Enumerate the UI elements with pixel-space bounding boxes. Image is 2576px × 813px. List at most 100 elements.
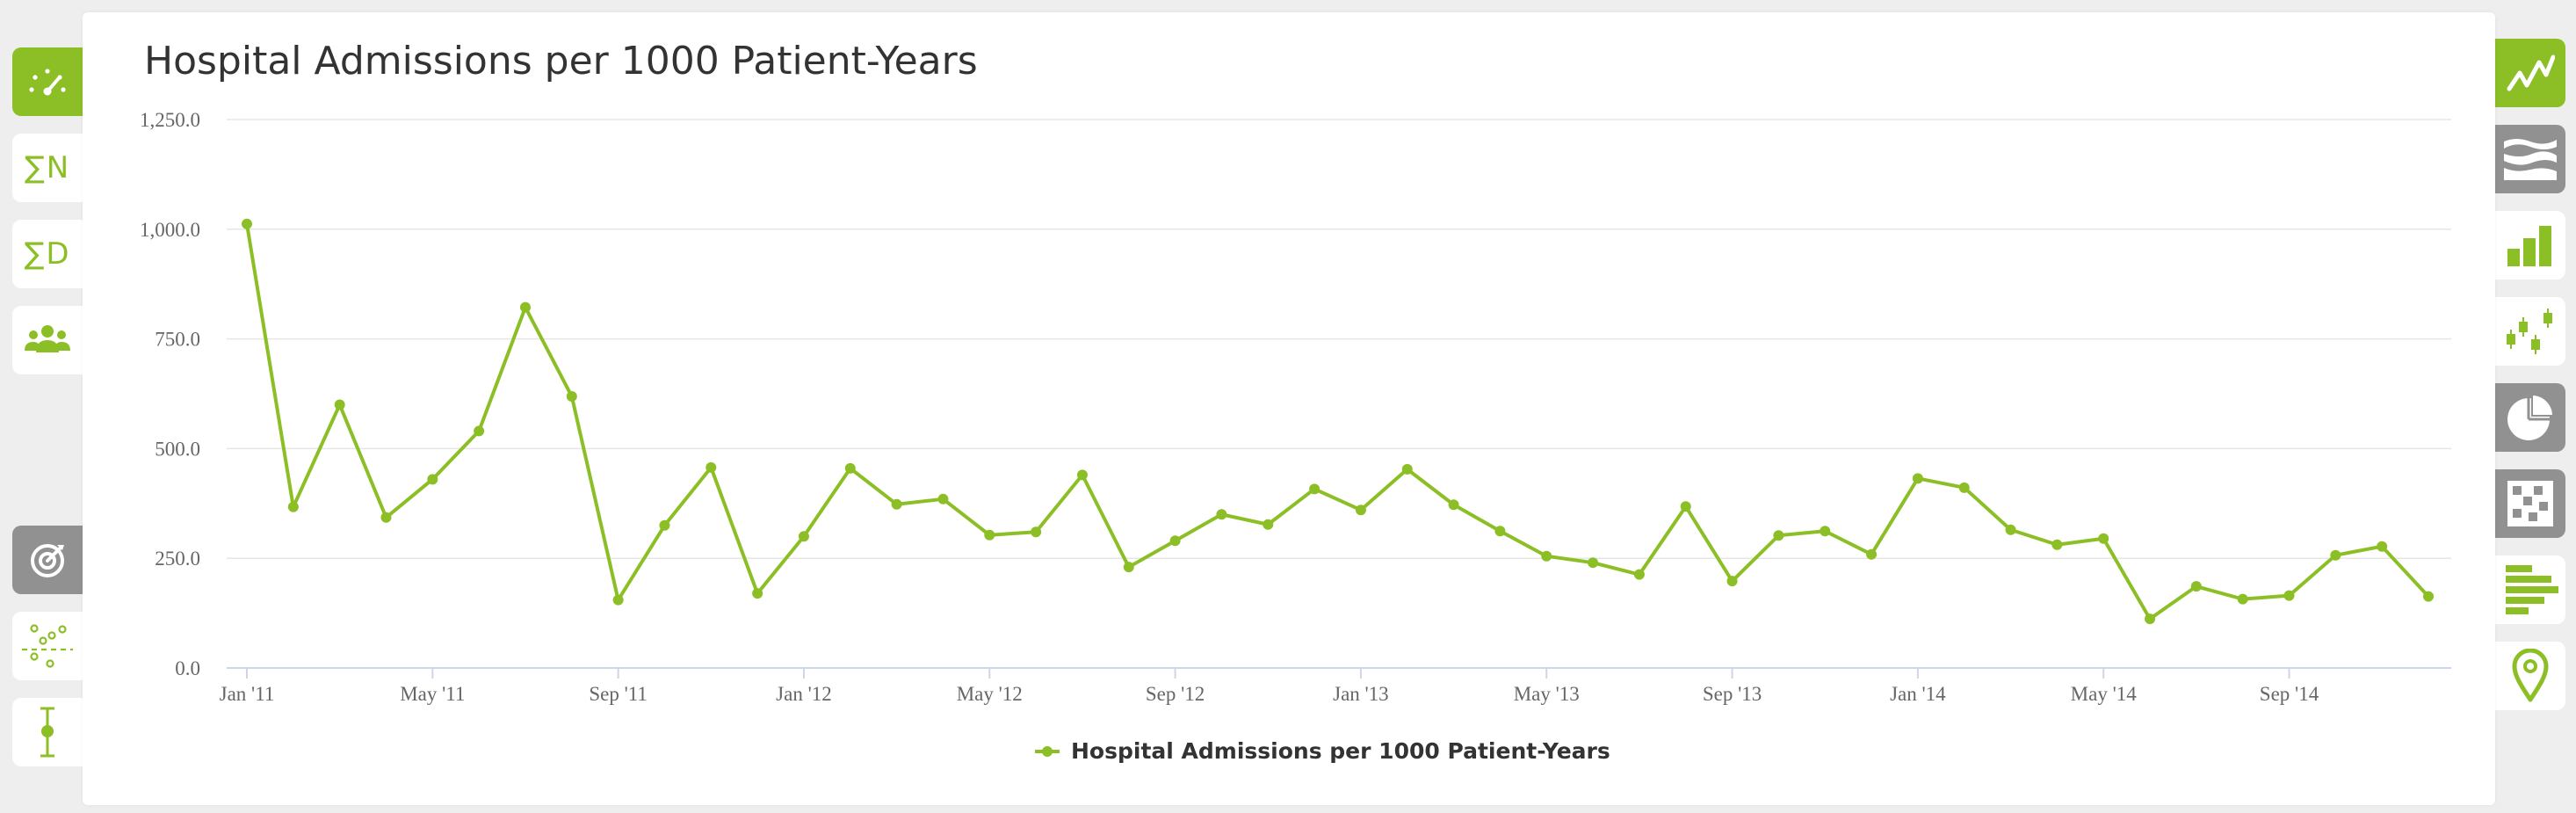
gauge-button[interactable]	[12, 47, 83, 116]
bar-chart-icon	[2507, 226, 2551, 266]
data-point	[2330, 549, 2341, 561]
data-point	[1958, 482, 1970, 493]
candlestick-icon	[2507, 309, 2552, 354]
data-point	[1773, 530, 1784, 541]
heatmap-icon	[2507, 481, 2553, 526]
legend-item[interactable]: Hospital Admissions per 1000 Patient-Yea…	[1035, 738, 1610, 764]
map-pin-icon	[2512, 649, 2549, 702]
sum-n-icon: ∑N	[24, 150, 71, 185]
data-point	[1588, 557, 1599, 569]
x-tick-label: Jan '14	[1890, 683, 1946, 705]
data-point	[798, 531, 809, 542]
x-tick-label: May '13	[1514, 683, 1580, 705]
data-point	[1680, 501, 1691, 512]
stream-icon	[2504, 139, 2557, 180]
stream-button[interactable]	[2495, 125, 2565, 193]
data-point	[2145, 613, 2156, 625]
data-point	[2190, 581, 2202, 592]
data-point	[659, 519, 670, 531]
scatter-dots-icon	[22, 624, 73, 668]
data-point	[427, 474, 438, 485]
target-icon	[31, 544, 64, 577]
x-tick-label: Sep '14	[2260, 683, 2319, 705]
error-bar-icon	[40, 707, 54, 758]
data-point	[1541, 550, 1552, 562]
data-point	[1031, 526, 1042, 538]
data-point	[1216, 509, 1227, 520]
data-point	[566, 390, 577, 402]
data-point	[242, 218, 252, 229]
candlestick-button[interactable]	[2495, 297, 2565, 366]
scatter-dots-button[interactable]	[12, 612, 83, 680]
chart-title: Hospital Admissions per 1000 Patient-Yea…	[144, 39, 978, 83]
data-point	[1448, 499, 1459, 511]
data-point	[937, 493, 949, 504]
data-point	[519, 301, 531, 313]
sum-n-button[interactable]: ∑N	[12, 134, 83, 202]
sum-d-button[interactable]: ∑D	[12, 220, 83, 288]
sum-d-icon: ∑D	[24, 236, 71, 272]
error-bar-button[interactable]	[12, 698, 83, 766]
pie-chart-icon	[2507, 393, 2555, 440]
data-point	[984, 529, 995, 541]
chart-card	[83, 12, 2495, 805]
y-tick-label: 1,250.0	[140, 109, 200, 131]
data-point	[1726, 576, 1738, 587]
data-point	[612, 594, 624, 606]
data-point	[287, 501, 299, 512]
people-icon	[25, 325, 70, 352]
horizontal-bar-button[interactable]	[2495, 555, 2565, 624]
data-point	[380, 512, 392, 523]
gauge-icon	[29, 69, 66, 96]
data-point	[2377, 541, 2388, 552]
x-tick-label: May '12	[957, 683, 1023, 705]
data-point	[334, 399, 345, 410]
data-point	[1309, 483, 1321, 495]
data-point	[1169, 535, 1181, 547]
y-tick-label: 750.0	[155, 329, 200, 351]
data-point	[2098, 533, 2109, 544]
data-point	[891, 498, 902, 510]
data-point	[1076, 469, 1088, 481]
line-chart-button[interactable]	[2495, 39, 2565, 107]
data-point	[1494, 526, 1506, 537]
y-tick-label: 1,000.0	[140, 219, 200, 241]
y-tick-label: 500.0	[155, 438, 200, 460]
x-tick-label: Sep '13	[1703, 683, 1762, 705]
data-point	[706, 461, 717, 473]
data-point	[1820, 526, 1831, 537]
target-button[interactable]	[12, 526, 83, 594]
bar-chart-button[interactable]	[2495, 211, 2565, 279]
data-point	[2005, 524, 2016, 535]
data-point	[1123, 562, 1134, 573]
data-point	[2283, 590, 2295, 601]
horizontal-bar-icon	[2506, 565, 2558, 614]
legend-marker	[1042, 746, 1053, 757]
y-tick-label: 250.0	[155, 548, 200, 570]
x-tick-label: Jan '11	[220, 683, 275, 705]
x-tick-label: May '11	[400, 683, 465, 705]
map-pin-button[interactable]	[2495, 642, 2565, 710]
people-button[interactable]	[12, 306, 83, 374]
data-point	[752, 588, 763, 599]
x-tick-label: Sep '12	[1146, 683, 1205, 705]
x-tick-label: Jan '12	[776, 683, 832, 705]
data-point	[2237, 593, 2248, 605]
data-point	[474, 425, 485, 437]
data-point	[1355, 504, 1366, 516]
data-point	[2423, 591, 2434, 602]
data-point	[1401, 463, 1413, 475]
data-point	[1912, 473, 1923, 484]
x-tick-label: Sep '11	[589, 683, 648, 705]
data-point	[1263, 519, 1274, 530]
series-line	[245, 221, 2430, 621]
data-point	[1633, 569, 1645, 580]
x-tick-label: May '14	[2071, 683, 2138, 705]
pie-chart-button[interactable]	[2495, 383, 2565, 452]
line-chart-icon	[2507, 54, 2555, 91]
data-point	[2051, 539, 2063, 550]
legend-label: Hospital Admissions per 1000 Patient-Yea…	[1071, 738, 1610, 764]
data-point	[844, 462, 856, 474]
heatmap-button[interactable]	[2495, 469, 2565, 538]
